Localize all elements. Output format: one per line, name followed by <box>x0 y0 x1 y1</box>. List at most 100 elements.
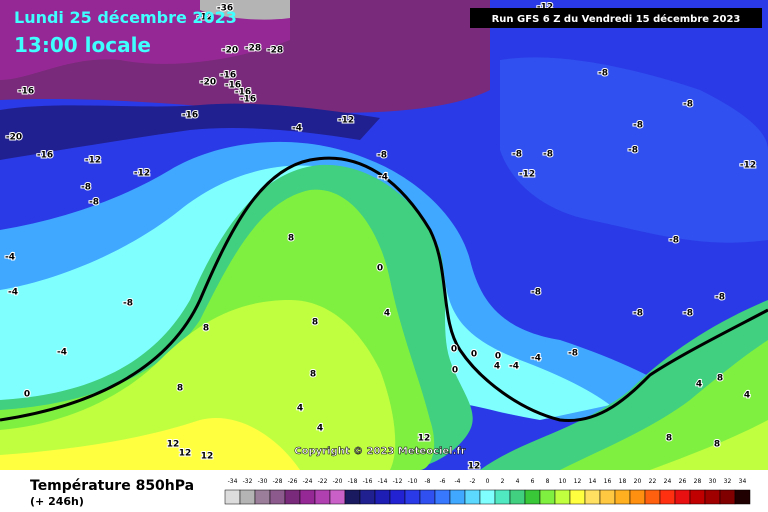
legend-swatch <box>224 489 241 505</box>
contour-label: 4 <box>297 404 303 414</box>
contour-label: 12 <box>201 452 214 462</box>
contour-label: 12 <box>179 449 192 459</box>
contour-label: 0 <box>377 264 383 274</box>
contour-label: -4 <box>509 362 519 372</box>
contour-label: -4 <box>8 288 18 298</box>
legend-label: -14 <box>378 478 388 485</box>
legend-swatch <box>554 489 571 505</box>
contour-label: -16 <box>182 111 198 121</box>
run-box <box>470 8 762 28</box>
forecast-time: 13:00 locale <box>14 33 151 57</box>
legend-swatch <box>659 489 676 505</box>
legend-label: -16 <box>363 478 373 485</box>
contour-label: -36 <box>217 4 233 14</box>
legend-swatch <box>539 489 556 505</box>
legend-swatch <box>329 489 346 505</box>
contour-label: 0 <box>452 366 458 376</box>
legend-swatch <box>314 489 331 505</box>
legend-label: -24 <box>303 478 313 485</box>
contour-label: -20 <box>6 133 22 143</box>
contour-labels: -12-36-28-20-16-20 -16-16-16-28-16-20-16-… <box>4 2 757 473</box>
contour-label: 4 <box>384 309 390 319</box>
legend-swatch <box>254 489 271 505</box>
legend-swatch <box>719 489 736 505</box>
legend-swatch <box>284 489 301 505</box>
contour-label: 12 <box>167 440 180 450</box>
legend-label: 4 <box>516 478 520 485</box>
legend-label: -30 <box>258 478 268 485</box>
legend-label: 28 <box>694 478 702 485</box>
contour-label: 8 <box>288 234 294 244</box>
legend-swatch <box>599 489 616 505</box>
contour-label: -8 <box>531 288 541 298</box>
footer-lead: (+ 246h) <box>30 495 84 508</box>
legend-label: -18 <box>348 478 358 485</box>
legend-swatch <box>419 489 436 505</box>
legend-label: -28 <box>273 478 283 485</box>
legend-swatch <box>569 489 586 505</box>
contour-label: -4 <box>378 173 388 183</box>
contour-label: 8 <box>312 318 318 328</box>
contour-label: -16 <box>37 151 53 161</box>
legend-label: 14 <box>589 478 597 485</box>
map-field <box>0 0 768 470</box>
legend-swatch <box>689 489 706 505</box>
contour-label: -12 <box>85 156 101 166</box>
contour-label: -8 <box>633 121 643 131</box>
legend-label: 12 <box>574 478 582 485</box>
legend-label: 34 <box>739 478 747 485</box>
contour-label: -16 <box>220 71 236 81</box>
legend-label: 32 <box>724 478 732 485</box>
legend-swatch <box>509 489 526 505</box>
contour-label: -8 <box>633 309 643 319</box>
contour-label: 4 <box>317 424 323 434</box>
legend-label: 18 <box>619 478 627 485</box>
legend-label: -2 <box>470 478 476 485</box>
legend-label: 2 <box>501 478 505 485</box>
contour-label: -8 <box>123 299 133 309</box>
contour-label: -8 <box>669 236 679 246</box>
legend-label: 22 <box>649 478 657 485</box>
contour-label: 8 <box>666 434 672 444</box>
contour-label: -8 <box>568 349 578 359</box>
legend-swatch <box>704 489 721 505</box>
legend-label: -4 <box>455 478 461 485</box>
legend-swatch <box>584 489 601 505</box>
contour-label: -16 <box>240 95 256 105</box>
contour-label: -12 <box>519 170 535 180</box>
legend-swatch <box>374 489 391 505</box>
copyright: Copyright © 2023 Meteociel.fr <box>294 446 465 457</box>
legend-label: -6 <box>440 478 446 485</box>
legend-swatch <box>239 489 256 505</box>
legend-swatch <box>479 489 496 505</box>
contour-label: -8 <box>628 146 638 156</box>
contour-label: 8 <box>310 370 316 380</box>
contour-label: -8 <box>543 150 553 160</box>
contour-label: 8 <box>203 324 209 334</box>
legend-label: -8 <box>425 478 431 485</box>
legend: -34 -32 -30 -28 -26 -24 -22 -20 -18 -16 -14 -12 -10-… <box>224 478 751 505</box>
contour-label: -8 <box>598 69 608 79</box>
legend-swatch <box>389 489 406 505</box>
contour-label: -12 <box>338 116 354 126</box>
contour-label: -16 <box>225 81 241 91</box>
legend-swatch <box>674 489 691 505</box>
legend-label: -26 <box>288 478 298 485</box>
contour-label: -8 <box>683 309 693 319</box>
contour-label: -28 <box>267 46 283 56</box>
contour-label: 0 <box>471 350 477 360</box>
legend-label: 30 <box>709 478 717 485</box>
legend-label: 16 <box>604 478 612 485</box>
legend-swatch <box>404 489 421 505</box>
legend-label: -22 <box>318 478 328 485</box>
legend-swatch <box>734 489 751 505</box>
legend-swatch <box>344 489 361 505</box>
contour-label: -20 <box>222 46 238 56</box>
run-info: Run GFS 6 Z du Vendredi 15 décembre 2023 <box>492 13 741 25</box>
contour-label: -16 <box>18 87 34 97</box>
contour-label: 4 <box>744 391 750 401</box>
contour-label: -4 <box>292 124 302 134</box>
legend-swatch <box>629 489 646 505</box>
